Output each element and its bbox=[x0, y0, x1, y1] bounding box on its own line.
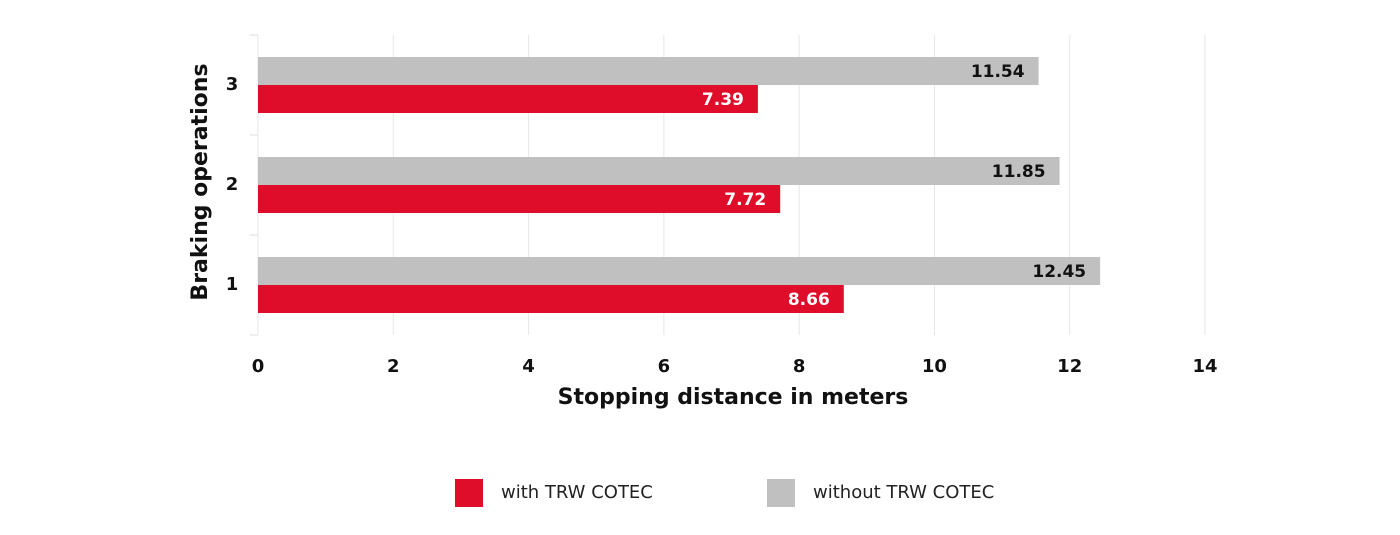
legend-swatch bbox=[767, 479, 795, 507]
x-tick-label: 2 bbox=[387, 356, 400, 377]
bar bbox=[258, 185, 781, 213]
bar bbox=[258, 57, 1039, 85]
x-tick-label: 12 bbox=[1057, 356, 1082, 377]
value-label: 11.85 bbox=[992, 162, 1046, 182]
x-tick-label: 10 bbox=[922, 356, 947, 377]
y-tick-label: 2 bbox=[226, 174, 239, 195]
bar bbox=[258, 285, 844, 313]
y-tick-label: 3 bbox=[226, 74, 239, 95]
x-axis-title: Stopping distance in meters bbox=[558, 385, 909, 410]
bar bbox=[258, 85, 758, 113]
legend-label: with TRW COTEC bbox=[501, 482, 653, 503]
legend-swatch bbox=[455, 479, 483, 507]
value-label: 11.54 bbox=[971, 62, 1025, 82]
x-tick-label: 0 bbox=[252, 356, 265, 377]
legend-label: without TRW COTEC bbox=[813, 482, 994, 503]
bar bbox=[258, 257, 1101, 285]
bar bbox=[258, 157, 1060, 185]
x-tick-label: 8 bbox=[793, 356, 806, 377]
value-label: 7.39 bbox=[702, 90, 744, 110]
value-label: 7.72 bbox=[724, 190, 766, 210]
x-tick-label: 14 bbox=[1192, 356, 1217, 377]
x-tick-label: 4 bbox=[522, 356, 535, 377]
x-tick-label: 6 bbox=[658, 356, 671, 377]
y-axis-title: Braking operations bbox=[188, 63, 213, 300]
y-tick-label: 1 bbox=[226, 274, 239, 295]
value-label: 8.66 bbox=[788, 290, 830, 310]
value-label: 12.45 bbox=[1032, 262, 1086, 282]
